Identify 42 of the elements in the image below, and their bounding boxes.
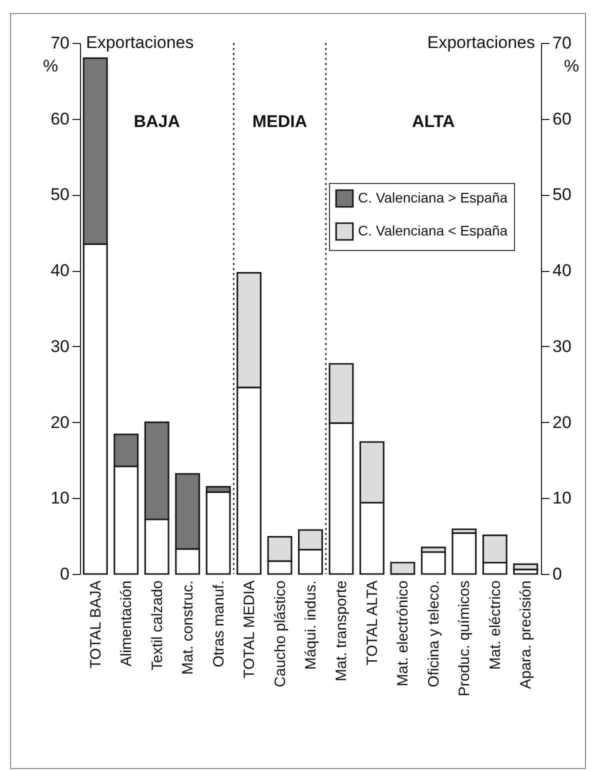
y-tick-label: 60 [50,109,70,128]
legend-label: C. Valenciana > España [358,190,508,206]
y-tick-label: 50 [50,185,70,204]
bar [452,532,477,575]
y2-tick-label: 60 [552,109,572,128]
y2-tick-label: 0 [552,564,562,584]
x-tick-label: Mat. electrónico [394,580,412,686]
y-tick-label: 30 [50,336,70,356]
annotation: Exportaciones [86,33,194,52]
x-tick-label: Mat. eléctrico [486,580,504,670]
y-tick-label: 0 [60,564,70,584]
y2-tick-label: 20 [552,412,572,432]
y-tick-label: 20 [50,412,70,432]
x-tick-label: TOTAL BAJA [87,580,104,669]
x-tick-label: Oficina y teleco. [425,580,442,688]
x-tick-label: Apara. precisión [518,580,535,689]
x-tick-label: Mat. construc. [180,580,197,675]
x-tick-label: Textil calzado [148,580,166,671]
annotation: MEDIA [252,112,308,131]
x-tick-label: Alimentación [118,580,136,666]
legend-label: C. Valenciana < España [358,222,508,238]
x-tick-label: TOTAL MEDIA [241,580,258,679]
y2-tick-label: 70 [552,34,572,52]
x-tick-label: Otras manuf. [210,580,228,668]
annotation: Exportaciones [427,33,535,52]
y2-tick-label: 30 [552,336,572,356]
annotation: BAJA [134,112,180,131]
y-tick-label: 40 [50,261,70,280]
bar [390,562,416,575]
x-tick-label: Mat. transporte [333,580,350,682]
annotation: ALTA [412,112,455,131]
x-tick-label: Caucho plástico [272,580,289,688]
y-tick-label: 10 [50,488,70,508]
y2-axis-title: % [564,56,580,76]
y-axis-title: % [42,56,58,76]
y2-tick-label: 50 [552,185,572,204]
y-tick-label: 70 [50,34,70,52]
x-tick-label: Máqui. indus. [302,580,320,670]
y2-tick-label: 40 [552,261,572,280]
y2-tick-label: 10 [552,488,572,508]
x-tick-label: TOTAL ALTA [364,580,381,666]
x-tick-label: Produc. químicos [456,580,474,696]
